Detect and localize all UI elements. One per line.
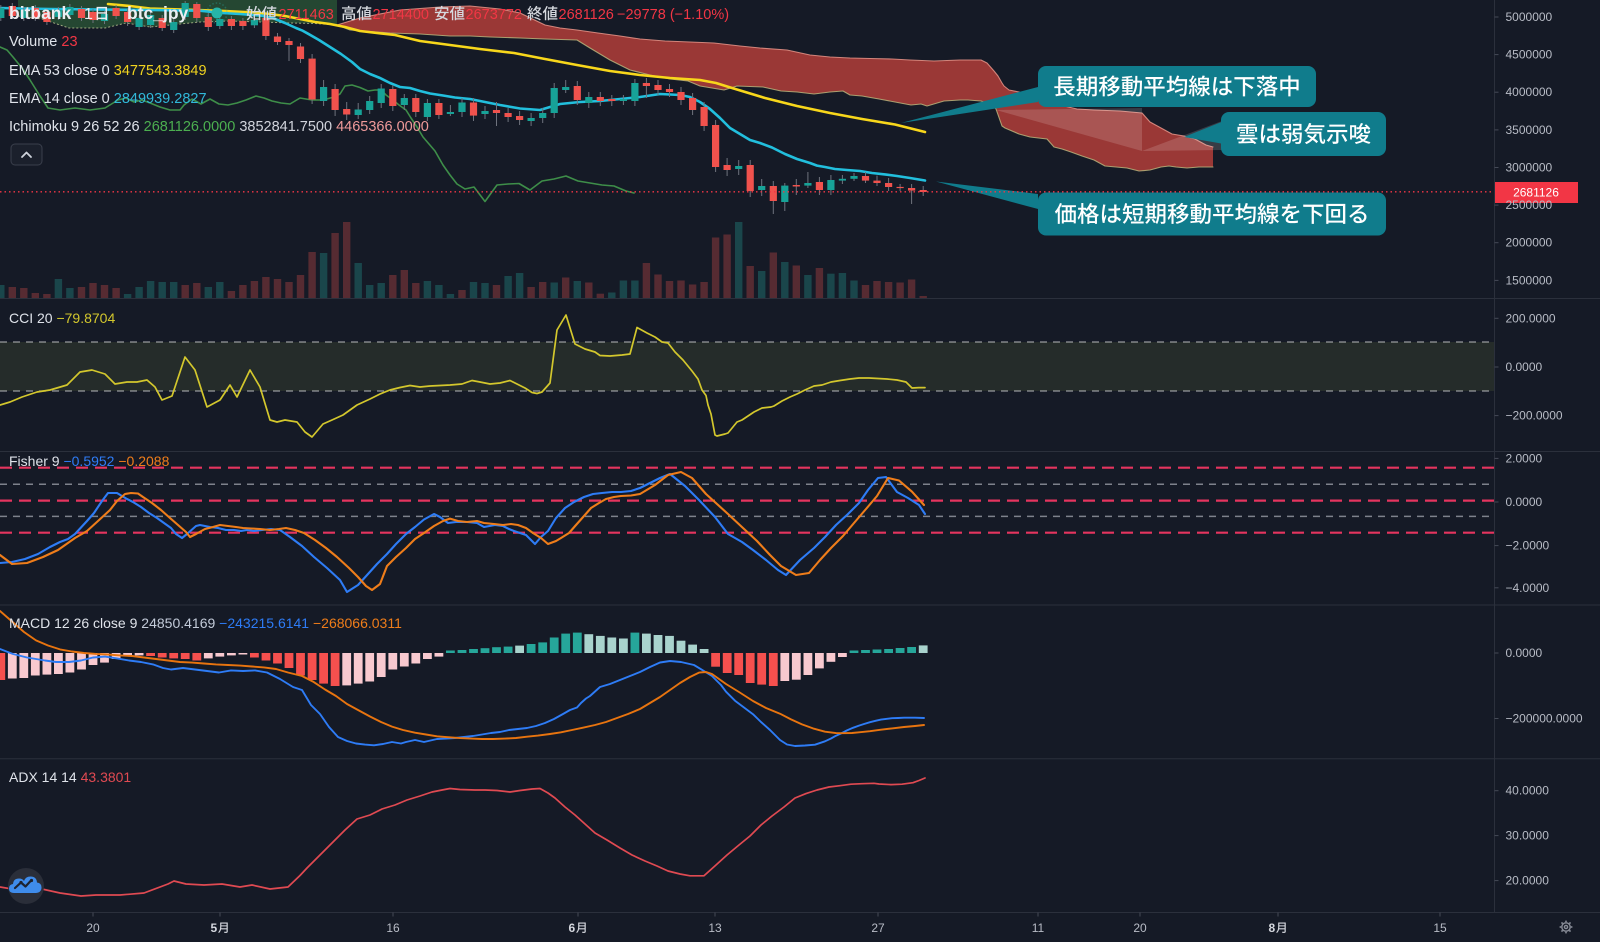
svg-text:2681126: 2681126: [559, 7, 614, 23]
svg-text:20: 20: [86, 921, 100, 935]
svg-text:2681126: 2681126: [1513, 186, 1559, 200]
svg-text:bitbank: bitbank: [9, 3, 71, 23]
svg-text:−4.0000: −4.0000: [1506, 581, 1550, 595]
svg-text:40.0000: 40.0000: [1506, 784, 1550, 798]
svg-text:Fisher 9 −0.5952 −0.2088: Fisher 9 −0.5952 −0.2088: [9, 453, 170, 469]
svg-text:−29778 (−1.10%): −29778 (−1.10%): [617, 7, 729, 23]
svg-text:btc_jpy: btc_jpy: [127, 3, 189, 23]
svg-text:2711463: 2711463: [279, 7, 334, 23]
svg-text:0.0000: 0.0000: [1506, 495, 1543, 509]
svg-text:0.0000: 0.0000: [1506, 646, 1543, 660]
svg-text:2500000: 2500000: [1506, 198, 1553, 212]
svg-text:30.0000: 30.0000: [1506, 829, 1550, 843]
svg-text:1: 1: [84, 6, 93, 23]
svg-text:27: 27: [871, 921, 885, 935]
svg-text:2714400: 2714400: [373, 7, 429, 23]
svg-text:5: 5: [211, 921, 218, 935]
svg-text:−200.0000: −200.0000: [1506, 409, 1563, 423]
svg-text:11: 11: [1032, 921, 1045, 935]
svg-text:3500000: 3500000: [1506, 123, 1553, 137]
svg-text:3000000: 3000000: [1506, 161, 1553, 175]
svg-text:20: 20: [1133, 921, 1147, 935]
svg-text:5000000: 5000000: [1506, 10, 1553, 24]
svg-text:8: 8: [1269, 921, 1276, 935]
svg-text:200.0000: 200.0000: [1506, 311, 1556, 325]
svg-text:−2.0000: −2.0000: [1506, 539, 1550, 553]
svg-text:13: 13: [708, 921, 722, 935]
svg-text:1500000: 1500000: [1506, 273, 1553, 287]
svg-text:Ichimoku 9 26 52 26 2681126.0: Ichimoku 9 26 52 26 2681126.0000 3852841…: [9, 119, 429, 135]
svg-text:EMA 53 close 0 3477543.3849: EMA 53 close 0 3477543.3849: [9, 63, 207, 79]
svg-text:4000000: 4000000: [1506, 85, 1553, 99]
svg-text:EMA 14 close 0 2849939.2827: EMA 14 close 0 2849939.2827: [9, 91, 207, 107]
svg-text:2.0000: 2.0000: [1506, 451, 1543, 465]
svg-text:20.0000: 20.0000: [1506, 874, 1550, 888]
svg-text:ADX 14 14 43.3801: ADX 14 14 43.3801: [9, 769, 131, 785]
svg-text:4500000: 4500000: [1506, 48, 1553, 62]
svg-text:6: 6: [569, 921, 576, 935]
svg-text:CCI 20 −79.8704: CCI 20 −79.8704: [9, 310, 115, 326]
svg-text:−200000.0000: −200000.0000: [1506, 712, 1583, 726]
svg-text:16: 16: [386, 921, 400, 935]
svg-text:2000000: 2000000: [1506, 236, 1553, 250]
svg-text:MACD 12 26 close 9 24850.4169: MACD 12 26 close 9 24850.4169 −243215.61…: [9, 615, 402, 631]
svg-text:15: 15: [1433, 921, 1447, 935]
svg-text:0.0000: 0.0000: [1506, 360, 1543, 374]
svg-text:Volume 23: Volume 23: [9, 34, 78, 50]
svg-text:2673772: 2673772: [466, 7, 522, 23]
